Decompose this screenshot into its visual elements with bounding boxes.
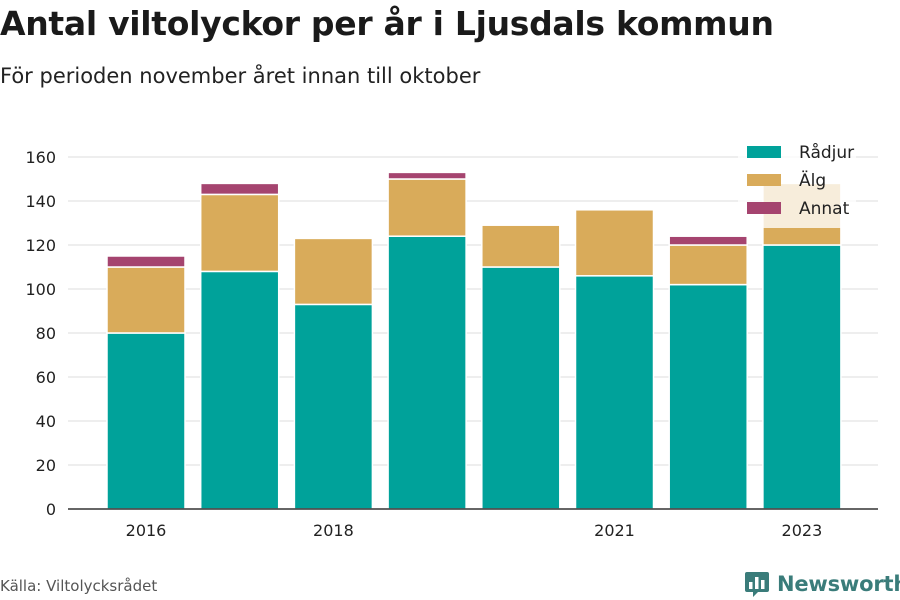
bar-segment [668,283,748,510]
y-tick-label: 20 [36,456,56,475]
legend-label: Annat [799,199,850,219]
x-tick-label: 2023 [782,521,823,540]
legend-label: Älg [799,170,826,191]
legend-swatch [747,174,781,186]
bar-segment [199,193,280,273]
chart-subtitle: För perioden november året innan till ok… [0,64,481,88]
bar-segment [574,209,655,277]
bar-segment [668,235,748,246]
y-tick-label: 60 [36,368,56,387]
bar-segment [574,275,655,510]
legend-swatch [747,146,781,158]
x-tick-label: 2021 [594,521,635,540]
newsworthy-logo: Newsworthy [744,568,900,600]
bar-segment [481,266,561,510]
bar-segment [481,224,561,268]
bar-segment [199,270,280,510]
x-tick-label: 2016 [126,521,167,540]
bar-segment [199,182,280,196]
x-tick-label: 2018 [313,521,354,540]
y-tick-label: 140 [25,192,56,211]
bar-segment [106,266,186,334]
y-tick-label: 160 [25,148,56,167]
newsworthy-logo-icon [745,572,769,597]
bar-segment [293,303,374,510]
bar-segment [668,244,748,286]
bar-segment [387,171,467,180]
y-tick-label: 40 [36,412,56,431]
bar-segment [387,178,467,237]
chart-title: Antal viltolyckor per år i Ljusdals komm… [0,4,774,43]
bar-segment [387,235,467,510]
bar-segment [293,237,374,306]
legend-swatch [747,202,781,214]
bar-segment [106,255,186,268]
legend-label: Rådjur [799,142,854,163]
y-tick-label: 80 [36,324,56,343]
bar-segment [762,244,842,510]
y-tick-label: 100 [25,280,56,299]
source-note: Källa: Viltolycksrådet [0,577,158,595]
brand-name: Newsworthy [777,572,900,596]
y-tick-label: 120 [25,236,56,255]
y-tick-label: 0 [46,500,56,519]
bar-segment [106,332,186,510]
